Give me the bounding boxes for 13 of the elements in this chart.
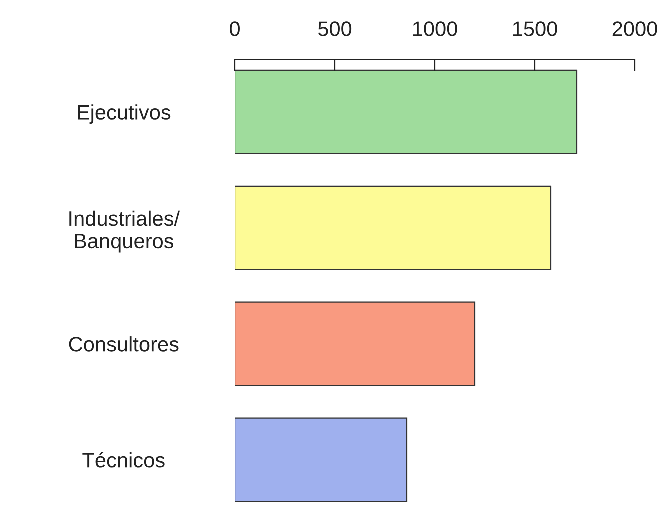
y-tick-label: Ejecutivos (78, 104, 171, 124)
bar (235, 70, 578, 154)
x-tick-label: 0 (230, 22, 240, 36)
y-tick-label: Técnicos (82, 452, 165, 468)
x-tick-label: 500 (318, 22, 352, 36)
x-tick-label: 1000 (413, 22, 458, 36)
bar (235, 186, 552, 270)
bar (235, 418, 408, 502)
y-tick-label: Consultores (69, 336, 179, 352)
bar (235, 302, 476, 386)
x-tick-label: 1500 (513, 22, 558, 36)
x-tick-label: 2000 (612, 22, 658, 36)
y-tick-label: Industriales/ Banqueros (70, 210, 180, 253)
